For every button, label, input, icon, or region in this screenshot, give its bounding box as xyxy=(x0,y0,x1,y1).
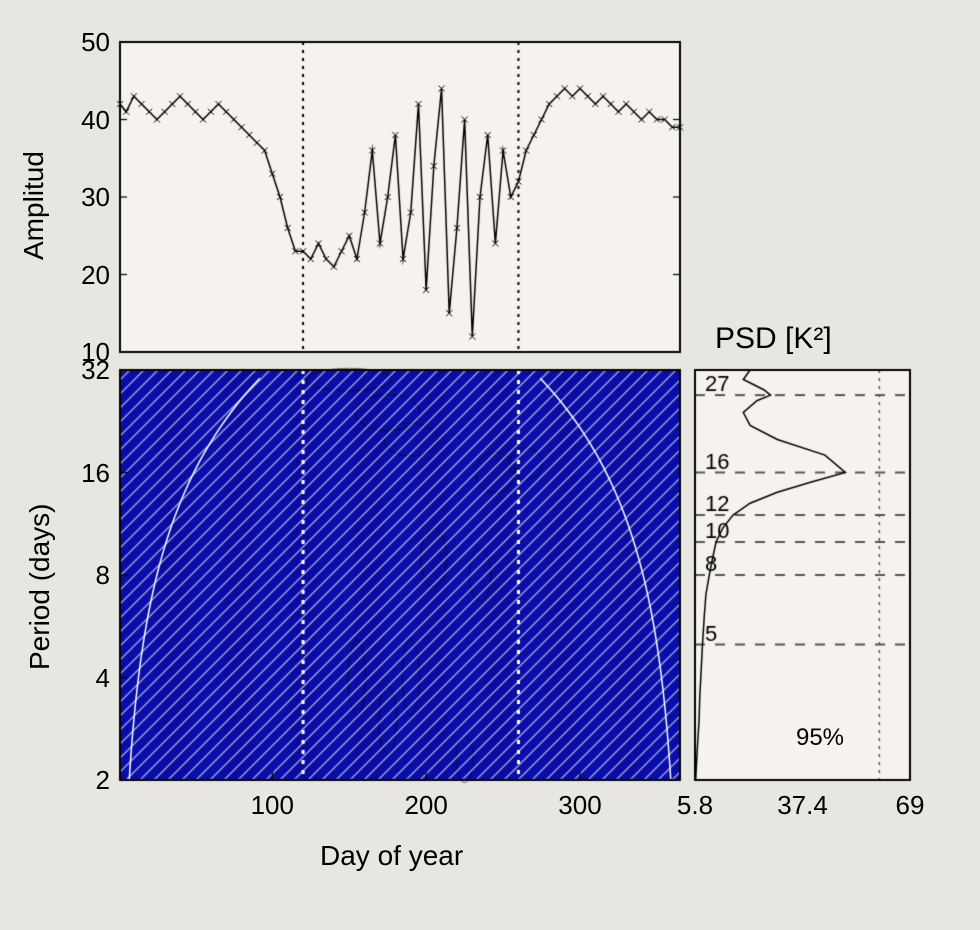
tick-label: 20 xyxy=(60,260,110,291)
tick-label: 32 xyxy=(60,355,110,386)
tick-label: 300 xyxy=(545,790,615,821)
tick-label: 30 xyxy=(60,182,110,213)
tick-label: 69 xyxy=(875,790,945,821)
tick-label: 4 xyxy=(60,663,110,694)
tick-label: 8 xyxy=(60,560,110,591)
psd-conf-label: 95% xyxy=(790,724,850,752)
tick-label: 2 xyxy=(60,765,110,796)
tick-label: 100 xyxy=(237,790,307,821)
tick-label: 50 xyxy=(60,27,110,58)
tick-label: 40 xyxy=(60,105,110,136)
tick-label: 16 xyxy=(60,458,110,489)
tick-label: 5.8 xyxy=(660,790,730,821)
figure-root: Amplitud Period (days) Day of year PSD [… xyxy=(0,0,980,930)
tick-label: 37.4 xyxy=(768,790,838,821)
tick-label: 200 xyxy=(391,790,461,821)
